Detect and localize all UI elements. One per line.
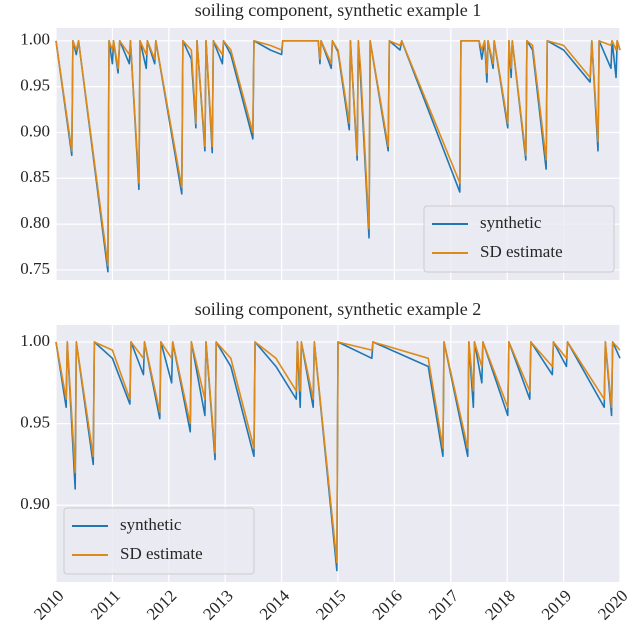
legend-label: SD estimate (120, 544, 203, 563)
x-tick-label: 2011 (87, 586, 124, 623)
series-line (55, 341, 621, 564)
chart-title: soiling component, synthetic example 2 (195, 299, 481, 319)
y-tick-label: 0.95 (20, 413, 50, 432)
y-tick-label: 0.75 (20, 259, 50, 278)
y-tick-label: 1.00 (20, 331, 50, 350)
x-tick-label: 2017 (425, 586, 463, 624)
legend: synthetic SD estimate (423, 205, 615, 273)
x-tick-label: 2016 (369, 586, 406, 623)
y-tick-label: 0.90 (20, 494, 50, 513)
series-line (55, 40, 621, 267)
x-tick-label: 2020 (594, 586, 631, 623)
x-tick-label: 2018 (481, 586, 518, 623)
x-tick-label: 2019 (538, 586, 575, 623)
x-tick-label: 2013 (199, 586, 236, 623)
y-tick-label: 0.85 (20, 167, 50, 186)
legend: synthetic SD estimate (63, 507, 255, 575)
x-tick-label: 2014 (256, 586, 294, 624)
x-tick-label: 2015 (312, 586, 349, 623)
y-tick-label: 1.00 (20, 30, 50, 49)
x-tick-label: 2012 (143, 586, 180, 623)
subplot: soiling component, synthetic example 1 0.… (20, 0, 621, 280)
legend-label: SD estimate (480, 242, 563, 261)
legend-box (63, 507, 255, 575)
y-tick-label: 0.90 (20, 121, 50, 140)
legend-label: synthetic (480, 213, 542, 232)
y-tick-label: 0.95 (20, 76, 50, 95)
x-tick-label: 2010 (30, 586, 67, 623)
chart-title: soiling component, synthetic example 1 (195, 0, 481, 20)
legend-label: synthetic (120, 515, 182, 534)
y-tick-label: 0.80 (20, 213, 50, 232)
subplot: soiling component, synthetic example 2 0.… (20, 299, 631, 624)
legend-box (423, 205, 615, 273)
